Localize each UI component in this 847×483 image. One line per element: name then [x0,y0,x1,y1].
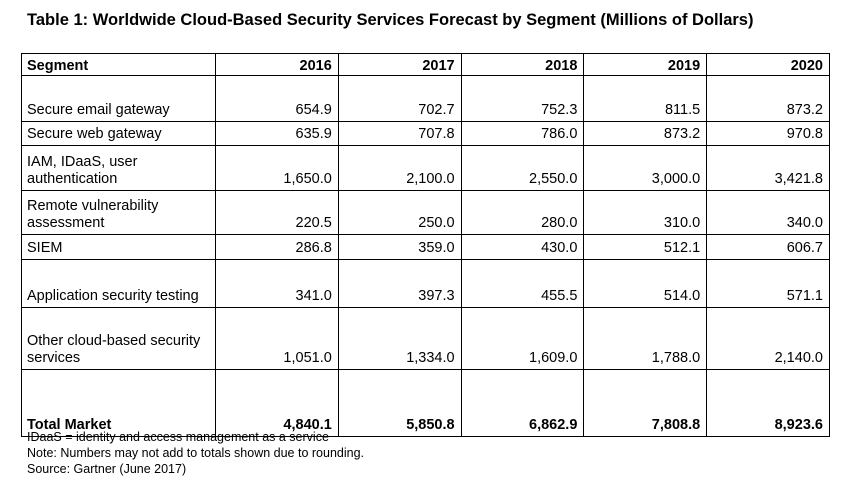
row-value: 654.9 [215,75,339,122]
row-value: 811.5 [583,75,708,122]
row-value: 1,051.0 [215,307,339,370]
total-value: 7,808.8 [583,369,708,437]
row-value: 3,421.8 [706,145,830,191]
table-notes: IDaaS = identity and access management a… [27,429,364,477]
table-title: Table 1: Worldwide Cloud-Based Security … [27,11,754,29]
table-row: Secure email gateway 654.9 702.7 752.3 8… [21,75,830,122]
row-value: 1,609.0 [460,307,585,370]
row-value: 1,650.0 [215,145,339,191]
row-value: 752.3 [460,75,585,122]
row-value: 455.5 [460,259,585,308]
table-row: Secure web gateway 635.9 707.8 786.0 873… [21,121,830,146]
row-value: 635.9 [215,121,339,146]
row-segment: IAM, IDaaS, user authentication [21,145,216,191]
row-value: 571.1 [706,259,830,308]
header-year: 2020 [706,53,830,76]
header-year: 2019 [583,53,708,76]
row-value: 340.0 [706,190,830,235]
total-value: 6,862.9 [460,369,585,437]
row-value: 2,100.0 [337,145,462,191]
row-segment: Other cloud-based security services [21,307,216,370]
row-value: 397.3 [337,259,462,308]
row-value: 702.7 [337,75,462,122]
row-segment: Secure email gateway [21,75,216,122]
row-value: 2,140.0 [706,307,830,370]
header-year: 2016 [215,53,339,76]
total-value: 8,923.6 [706,369,830,437]
total-label: Total Market [21,369,216,437]
abbreviation-note: IDaaS = identity and access management a… [27,430,329,444]
table-row: Remote vulnerability assessment 220.5 25… [21,190,830,235]
total-value: 5,850.8 [337,369,462,437]
row-value: 359.0 [337,234,462,260]
row-value: 310.0 [583,190,708,235]
total-row: Total Market 4,840.1 5,850.8 6,862.9 7,8… [21,369,830,437]
row-value: 606.7 [706,234,830,260]
row-value: 2,550.0 [460,145,585,191]
row-value: 280.0 [460,190,585,235]
row-value: 970.8 [706,121,830,146]
header-segment: Segment [21,53,216,76]
forecast-table: Segment 2016 2017 2018 2019 2020 Secure … [21,53,830,437]
row-value: 514.0 [583,259,708,308]
row-value: 873.2 [583,121,708,146]
row-segment: SIEM [21,234,216,260]
row-value: 707.8 [337,121,462,146]
total-value: 4,840.1 [215,369,339,437]
table-row: SIEM 286.8 359.0 430.0 512.1 606.7 [21,234,830,260]
row-value: 3,000.0 [583,145,708,191]
row-value: 1,334.0 [337,307,462,370]
table-row: Other cloud-based security services 1,05… [21,307,830,370]
table-row: Application security testing 341.0 397.3… [21,259,830,308]
source-note: Source: Gartner (June 2017) [27,462,187,476]
row-value: 430.0 [460,234,585,260]
table-row: IAM, IDaaS, user authentication 1,650.0 … [21,145,830,191]
row-value: 512.1 [583,234,708,260]
row-value: 250.0 [337,190,462,235]
header-row: Segment 2016 2017 2018 2019 2020 [21,53,830,76]
row-value: 873.2 [706,75,830,122]
header-year: 2017 [337,53,462,76]
row-segment: Secure web gateway [21,121,216,146]
rounding-note: Note: Numbers may not add to totals show… [27,446,364,460]
row-value: 1,788.0 [583,307,708,370]
row-value: 286.8 [215,234,339,260]
row-value: 786.0 [460,121,585,146]
row-segment: Remote vulnerability assessment [21,190,216,235]
header-year: 2018 [460,53,585,76]
row-value: 341.0 [215,259,339,308]
row-segment: Application security testing [21,259,216,308]
row-value: 220.5 [215,190,339,235]
